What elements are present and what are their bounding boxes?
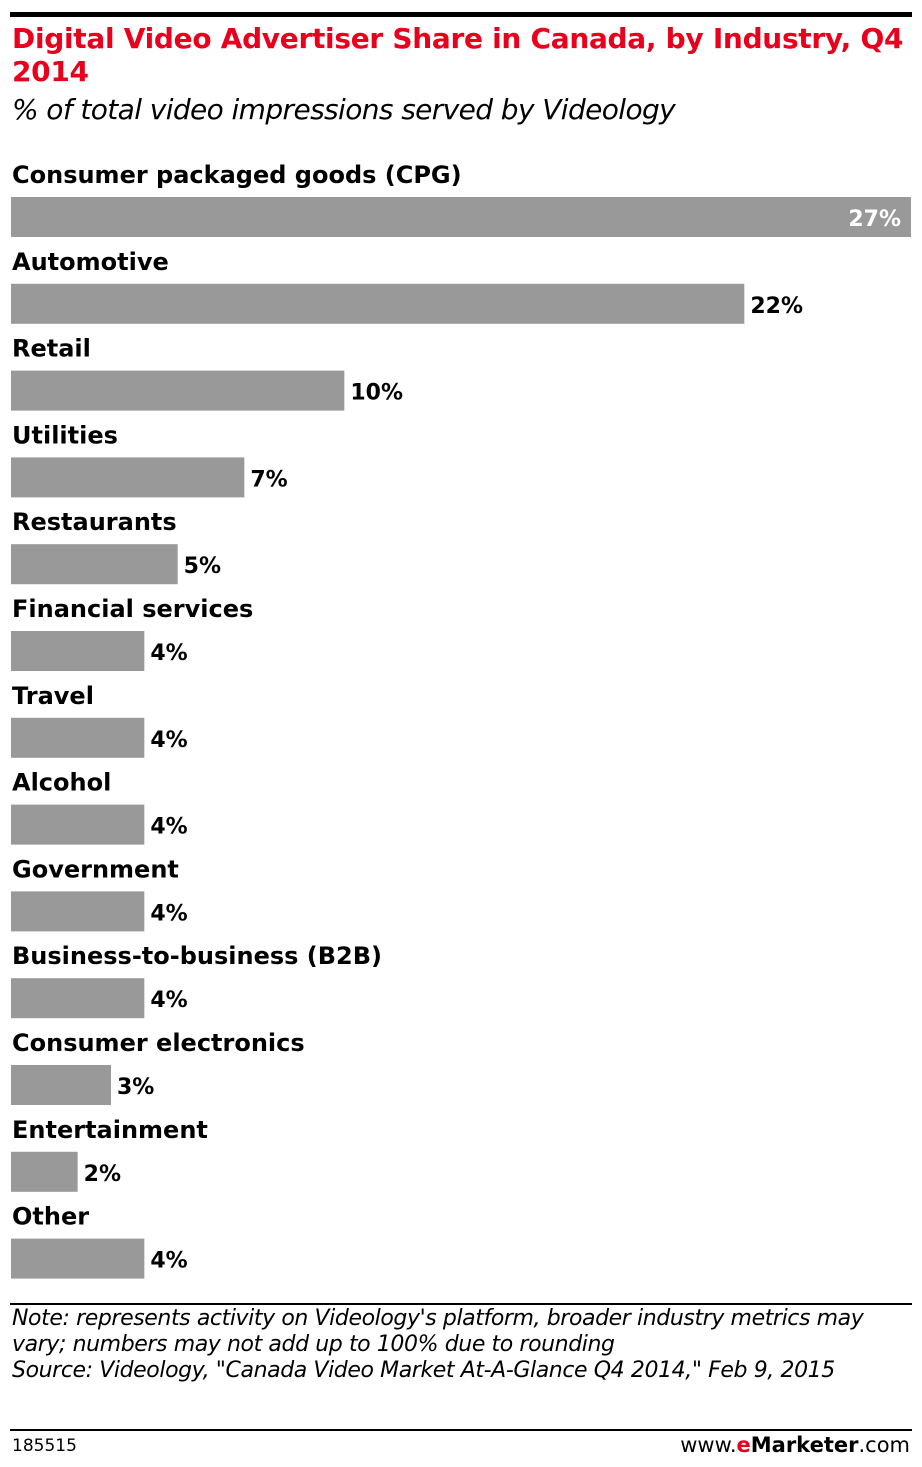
value-label: 27% <box>848 207 901 232</box>
top-rule <box>10 12 912 17</box>
category-label: Other <box>12 1203 89 1231</box>
bar <box>11 717 145 758</box>
category-label: Business-to-business (B2B) <box>12 942 382 970</box>
category-label: Travel <box>12 682 94 710</box>
bar <box>11 891 145 932</box>
chart-title: Digital Video Advertiser Share in Canada… <box>12 22 904 88</box>
brand-name: Marketer <box>750 1433 859 1457</box>
category-label: Automotive <box>12 248 169 276</box>
value-label: 4% <box>150 641 187 666</box>
bar <box>11 197 911 237</box>
bar <box>11 1238 145 1279</box>
value-label: 22% <box>750 294 803 319</box>
value-label: 4% <box>150 988 187 1013</box>
chart-source: Source: Videology, "Canada Video Market … <box>12 1358 835 1383</box>
bar <box>11 283 745 324</box>
value-label: 4% <box>150 815 187 840</box>
bar <box>11 1065 111 1105</box>
value-label: 4% <box>150 728 187 753</box>
category-label: Alcohol <box>12 769 111 797</box>
category-label: Consumer packaged goods (CPG) <box>12 161 462 189</box>
value-label: 2% <box>84 1162 121 1187</box>
notes-block: Note: represents activity on Videology's… <box>12 1306 912 1384</box>
brand-suffix: .com <box>858 1433 910 1457</box>
category-label: Government <box>12 855 179 883</box>
brand-e: e <box>736 1433 751 1457</box>
category-label: Retail <box>12 335 91 363</box>
bar <box>11 544 178 585</box>
bar <box>11 804 145 845</box>
bar <box>11 1151 78 1192</box>
chart-note: Note: represents activity on Videology's… <box>12 1306 864 1357</box>
chart-subtitle: % of total video impressions served by V… <box>12 93 676 126</box>
brand-link[interactable]: www.eMarketer.com <box>680 1433 910 1457</box>
value-label: 5% <box>184 554 221 579</box>
bar-chart: Consumer packaged goods (CPG) 27% Automoti… <box>11 161 911 1279</box>
bar <box>11 978 145 1019</box>
bar <box>11 370 345 411</box>
footer-divider <box>10 1429 912 1431</box>
bar <box>11 457 245 498</box>
bar <box>11 631 145 671</box>
value-label: 3% <box>117 1075 154 1100</box>
chart-id: 185515 <box>12 1436 77 1456</box>
value-label: 4% <box>150 1249 187 1274</box>
brand-prefix: www. <box>680 1433 737 1457</box>
category-label: Restaurants <box>12 508 177 536</box>
category-label: Entertainment <box>12 1116 208 1144</box>
value-label: 7% <box>250 467 287 492</box>
value-label: 4% <box>150 901 187 926</box>
category-label: Financial services <box>12 595 253 623</box>
category-label: Utilities <box>12 421 118 449</box>
category-label: Consumer electronics <box>12 1029 305 1057</box>
value-label: 10% <box>350 381 403 406</box>
notes-divider <box>10 1303 912 1305</box>
